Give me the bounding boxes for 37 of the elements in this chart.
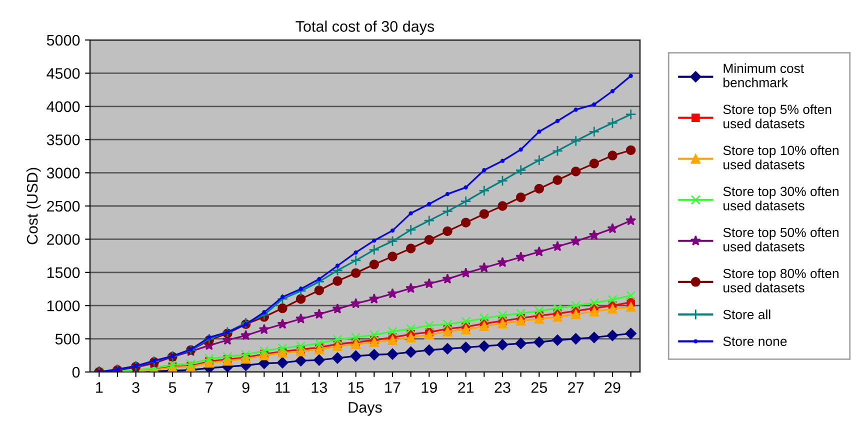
y-tick-label: 4000: [46, 101, 80, 112]
legend-label: Store top 30% often used datasets: [723, 186, 838, 210]
x-tick-label: 11: [276, 382, 290, 393]
x-tick-label: 17: [385, 382, 400, 393]
x-tick-label: 29: [604, 382, 620, 393]
x-tick-label: 13: [312, 382, 327, 393]
y-tick-label: 0: [72, 366, 80, 378]
y-tick-label: 5000: [46, 34, 80, 46]
x-axis-title: Days: [348, 402, 382, 416]
x-tick-label: 23: [494, 382, 510, 393]
y-tick-label: 3500: [46, 134, 80, 146]
legend-label: Minimum cost benchmark: [724, 63, 804, 88]
y-tick-label: 1000: [47, 300, 80, 312]
x-tick-label: 19: [422, 382, 437, 393]
x-tick-label: 27: [568, 382, 584, 393]
legend-label: Store top 80% often used datasets: [723, 268, 838, 292]
y-tick-label: 4500: [46, 68, 80, 79]
chart-title: Total cost of 30 days: [296, 20, 434, 35]
y-tick-label: 1500: [47, 267, 80, 278]
x-tick-label: 25: [531, 382, 548, 393]
x-tick-label: 3: [132, 382, 140, 393]
y-tick-label: 2000: [47, 234, 80, 245]
x-tick-label: 5: [168, 382, 176, 393]
x-tick-label: 9: [242, 382, 250, 393]
legend-label: Store top 10% often used datasets: [723, 145, 838, 170]
x-tick-label: 7: [206, 382, 213, 393]
y-tick-label: 500: [55, 334, 80, 344]
legend-label: Store top 50% often used datasets: [723, 227, 838, 252]
x-tick-label: 21: [458, 382, 474, 393]
y-axis-title: Cost (USD): [26, 168, 41, 244]
legend-label: Store all: [723, 310, 770, 320]
y-tick-label: 2500: [47, 200, 80, 212]
legend-label: Store none: [723, 336, 787, 346]
x-tick-label: 15: [348, 382, 364, 393]
x-tick-label: 1: [96, 382, 103, 393]
y-tick-label: 3000: [46, 168, 80, 178]
legend-label: Store top 5% often used datasets: [723, 104, 832, 128]
